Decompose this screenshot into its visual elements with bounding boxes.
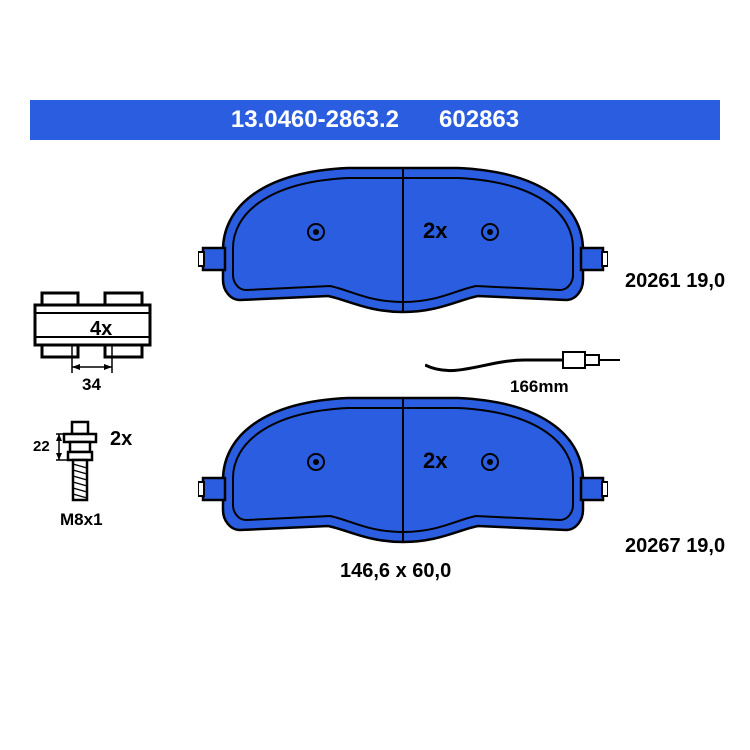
part-number: 13.0460-2863.2	[231, 106, 399, 134]
technical-diagram: 13.0460-2863.2 602863 2x	[30, 100, 720, 650]
bolt-qty: 2x	[110, 428, 132, 451]
bolt	[50, 420, 110, 515]
svg-text:2x: 2x	[423, 448, 448, 473]
sensor-length: 166mm	[510, 377, 569, 397]
pad-bottom-ref: 20267 19,0	[625, 535, 725, 558]
short-code: 602863	[439, 106, 519, 134]
svg-text:2x: 2x	[423, 218, 448, 243]
pad-bottom-thickness: 19,0	[686, 535, 725, 557]
header-bar: 13.0460-2863.2 602863	[30, 100, 720, 140]
brake-pad-bottom: 2x	[198, 390, 608, 555]
pad-top-ref: 20261 19,0	[625, 270, 725, 293]
pad-top-thickness: 19,0	[686, 270, 725, 292]
bolt-thread: M8x1	[60, 510, 103, 530]
clip-qty: 4x	[90, 318, 112, 341]
clip-width: 34	[82, 375, 101, 395]
pad-top-code: 20261	[625, 270, 681, 292]
brake-pad-top: 2x	[198, 160, 608, 325]
pad-bottom-code: 20267	[625, 535, 681, 557]
bolt-length: 22	[33, 438, 50, 455]
pad-dimensions: 146,6 x 60,0	[340, 560, 451, 583]
